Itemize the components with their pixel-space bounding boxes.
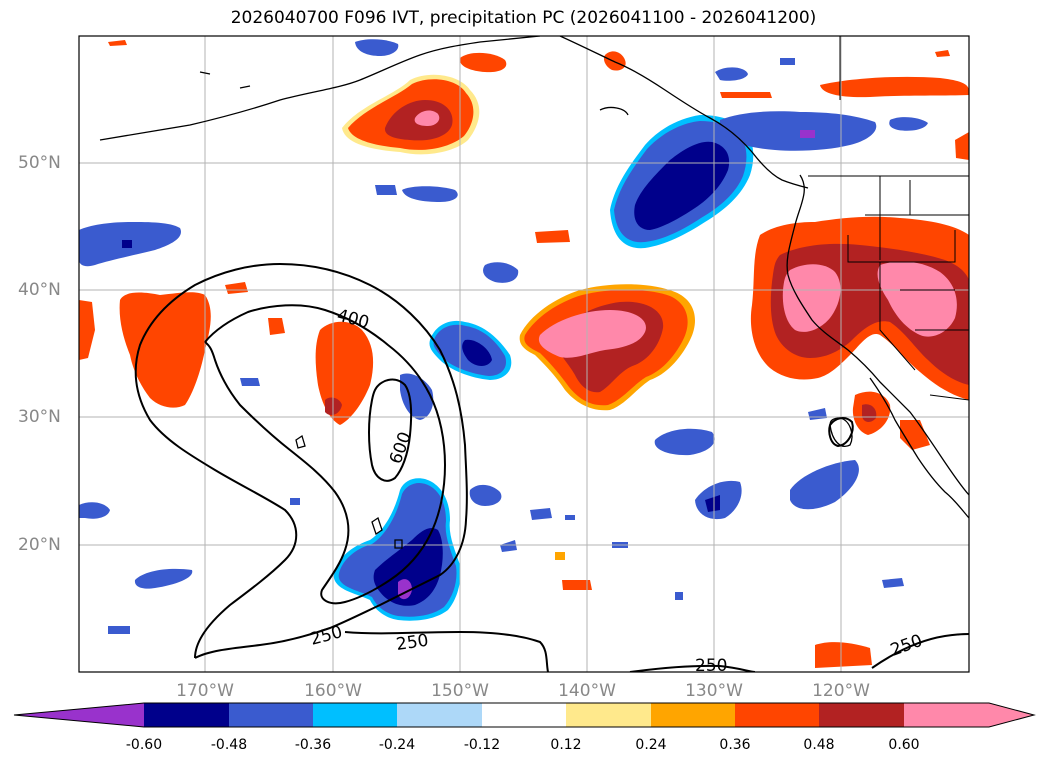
colorbar-tick-label: -0.60 bbox=[125, 737, 163, 753]
colorbar-tick-label: -0.24 bbox=[378, 737, 416, 753]
colorbar-tick-label: 0.36 bbox=[719, 737, 751, 753]
political-borders bbox=[808, 36, 969, 401]
lon-label: 140°W bbox=[558, 681, 616, 701]
lon-label: 130°W bbox=[685, 681, 743, 701]
colorbar-tick-label: 0.24 bbox=[635, 737, 667, 753]
coastlines bbox=[99, 36, 969, 549]
lat-label: 30°N bbox=[18, 407, 61, 427]
lat-label: 50°N bbox=[18, 153, 61, 173]
lon-label: 120°W bbox=[812, 681, 870, 701]
ivt-contour-600 bbox=[368, 378, 413, 482]
map-frame bbox=[78, 35, 970, 673]
lon-label: 150°W bbox=[431, 681, 489, 701]
lon-label: 160°W bbox=[304, 681, 362, 701]
map-title: 2026040700 F096 IVT, precipitation PC (2… bbox=[230, 8, 817, 28]
positive-blob-west-pacific bbox=[119, 292, 211, 408]
colorbar-extend-low bbox=[14, 703, 144, 727]
map-panel: 400 600 250 250 250 250 bbox=[79, 36, 969, 676]
ivt-contours bbox=[134, 262, 969, 672]
colorbar-tick-label: 0.48 bbox=[803, 737, 835, 753]
lon-label: 170°W bbox=[176, 681, 234, 701]
gridlines bbox=[79, 36, 969, 672]
colorbar-tick-label: -0.36 bbox=[294, 737, 332, 753]
lat-label: 40°N bbox=[18, 280, 61, 300]
colorbar-tick-label: 0.60 bbox=[888, 737, 920, 753]
contour-label: 250 bbox=[695, 656, 727, 676]
colorbar-extend-high bbox=[989, 703, 1034, 727]
colorbar-tick-label: -0.12 bbox=[463, 737, 501, 753]
positive-anomaly-fields bbox=[79, 40, 969, 668]
negative-anomaly-fields bbox=[79, 39, 928, 634]
contour-label: 250 bbox=[395, 631, 430, 655]
ivt-contour-250 bbox=[134, 262, 468, 659]
colorbar-tick-label: -0.48 bbox=[210, 737, 248, 753]
colorbar bbox=[13, 702, 1036, 728]
ivt-contour-400 bbox=[204, 304, 447, 605]
lat-label: 20°N bbox=[18, 535, 61, 555]
colorbar-tick-label: 0.12 bbox=[550, 737, 582, 753]
